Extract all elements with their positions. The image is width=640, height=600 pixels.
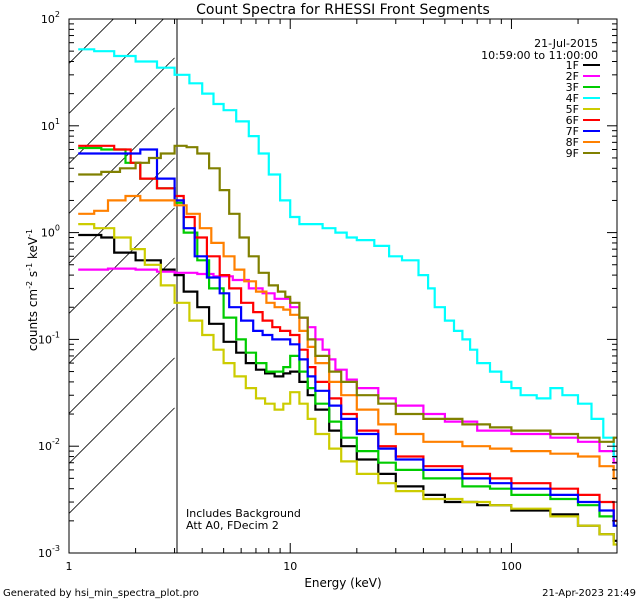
series-line-3F [78, 146, 617, 527]
series-lines [78, 48, 617, 546]
series-line-2F [78, 267, 617, 464]
x-tick-label: 10 [283, 560, 297, 573]
hatch-line [69, 0, 175, 13]
legend-label-9F: 9F [566, 147, 579, 160]
legend-label-2F: 2F [566, 70, 579, 83]
series-line-5F [78, 223, 617, 546]
legend-label-1F: 1F [566, 59, 579, 72]
hatch-line [69, 107, 175, 214]
annotation-background: Includes Background [186, 507, 301, 520]
y-tick-label: 100 [41, 224, 60, 240]
footer-timestamp: 21-Apr-2023 21:49 [542, 588, 636, 599]
y-axis-ticks: 10-3 10-2 10-1 100 101 102 [38, 10, 617, 560]
x-tick-label: 1 [66, 560, 73, 573]
legend-label-3F: 3F [566, 81, 579, 94]
legend-label-7F: 7F [566, 125, 579, 138]
footer-generated-by: Generated by hsi_min_spectra_plot.pro [3, 588, 199, 599]
hatch-line [69, 357, 175, 464]
series-line-6F [78, 144, 617, 522]
series-line-7F [78, 148, 617, 527]
y-axis-label: counts cm-2 s-1 keV-1 [25, 229, 40, 351]
date-label: 21-Jul-2015 [534, 37, 598, 50]
excluded-energy-hatch [69, 0, 175, 514]
y-tick-label: 10-2 [38, 437, 60, 453]
hatch-line [69, 207, 175, 314]
annotation-attenuator: Att A0, FDecim 2 [186, 519, 279, 532]
x-axis-label: Energy (keV) [304, 576, 381, 590]
legend-label-4F: 4F [566, 92, 579, 105]
legend-label-6F: 6F [566, 114, 579, 127]
series-line-9F [78, 144, 617, 443]
x-tick-label: 100 [501, 560, 522, 573]
hatch-line [69, 307, 175, 414]
hatch-line [69, 19, 115, 64]
y-tick-label: 10-1 [38, 330, 60, 346]
plot-frame [68, 18, 618, 554]
y-tick-label: 10-3 [38, 544, 60, 560]
series-line-1F [78, 233, 617, 542]
legend-label-8F: 8F [566, 136, 579, 149]
x-axis-ticks: 1 10 100 [66, 19, 618, 573]
hatch-line [69, 257, 175, 364]
hatch-line [69, 407, 175, 514]
series-line-4F [78, 48, 617, 458]
y-tick-label: 101 [41, 117, 60, 133]
chart-title: Count Spectra for RHESSI Front Segments [196, 2, 490, 18]
y-tick-label: 102 [41, 10, 60, 26]
series-line-8F [78, 194, 617, 480]
time-range-label: 10:59:00 to 11:00:00 [481, 49, 598, 62]
hatch-line [69, 19, 165, 114]
legend-label-5F: 5F [566, 103, 579, 116]
